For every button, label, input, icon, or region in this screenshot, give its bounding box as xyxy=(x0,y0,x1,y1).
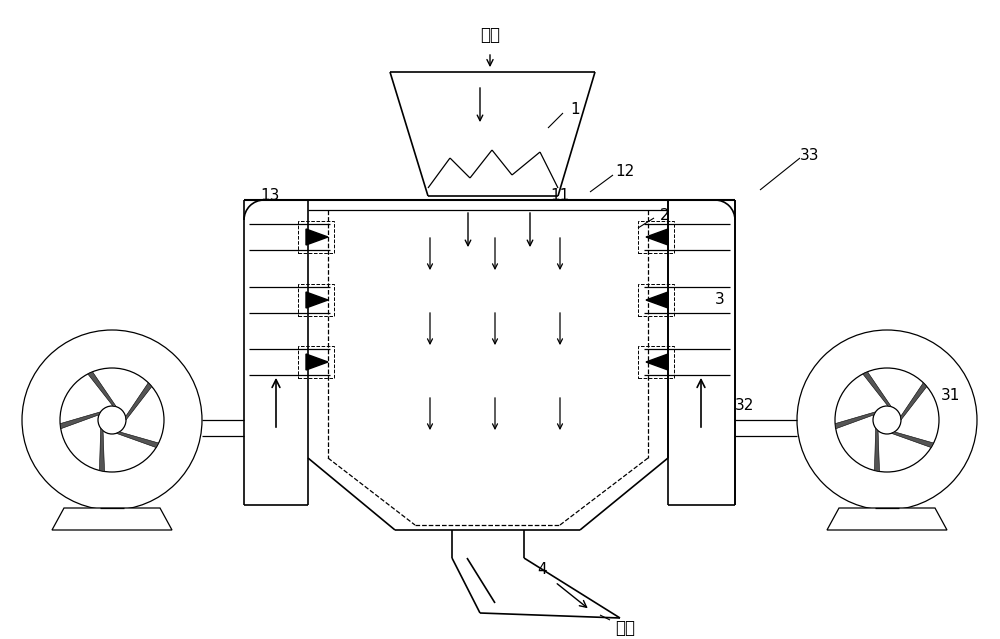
Text: 31: 31 xyxy=(940,387,960,403)
Polygon shape xyxy=(646,229,668,245)
Text: 2: 2 xyxy=(660,208,670,224)
Text: 1: 1 xyxy=(570,102,580,118)
Text: 出料: 出料 xyxy=(615,619,635,637)
Circle shape xyxy=(797,330,977,510)
Bar xyxy=(298,284,334,316)
Polygon shape xyxy=(306,229,328,245)
Text: 33: 33 xyxy=(800,148,820,162)
Polygon shape xyxy=(60,412,101,429)
Circle shape xyxy=(98,406,126,434)
Polygon shape xyxy=(88,372,116,406)
Polygon shape xyxy=(99,428,105,472)
Bar xyxy=(638,284,674,316)
Polygon shape xyxy=(891,432,934,447)
Text: 11: 11 xyxy=(550,189,570,203)
Polygon shape xyxy=(646,354,668,370)
Polygon shape xyxy=(827,508,947,530)
Circle shape xyxy=(60,368,164,472)
Text: 进料: 进料 xyxy=(480,26,500,44)
Circle shape xyxy=(873,406,901,434)
Polygon shape xyxy=(863,372,891,406)
Circle shape xyxy=(22,330,202,510)
Text: 4: 4 xyxy=(537,562,547,578)
Text: 32: 32 xyxy=(735,397,755,413)
Polygon shape xyxy=(874,428,880,472)
Bar xyxy=(298,221,334,253)
Text: 12: 12 xyxy=(615,164,635,180)
Polygon shape xyxy=(126,383,152,420)
Bar xyxy=(638,346,674,378)
Polygon shape xyxy=(306,292,328,308)
Polygon shape xyxy=(52,508,172,530)
Circle shape xyxy=(835,368,939,472)
Text: 3: 3 xyxy=(715,293,725,307)
Polygon shape xyxy=(901,383,927,420)
Polygon shape xyxy=(306,354,328,370)
Bar xyxy=(298,346,334,378)
Polygon shape xyxy=(835,412,876,429)
Text: 13: 13 xyxy=(260,187,280,203)
Polygon shape xyxy=(116,432,159,447)
Polygon shape xyxy=(646,292,668,308)
Bar xyxy=(638,221,674,253)
